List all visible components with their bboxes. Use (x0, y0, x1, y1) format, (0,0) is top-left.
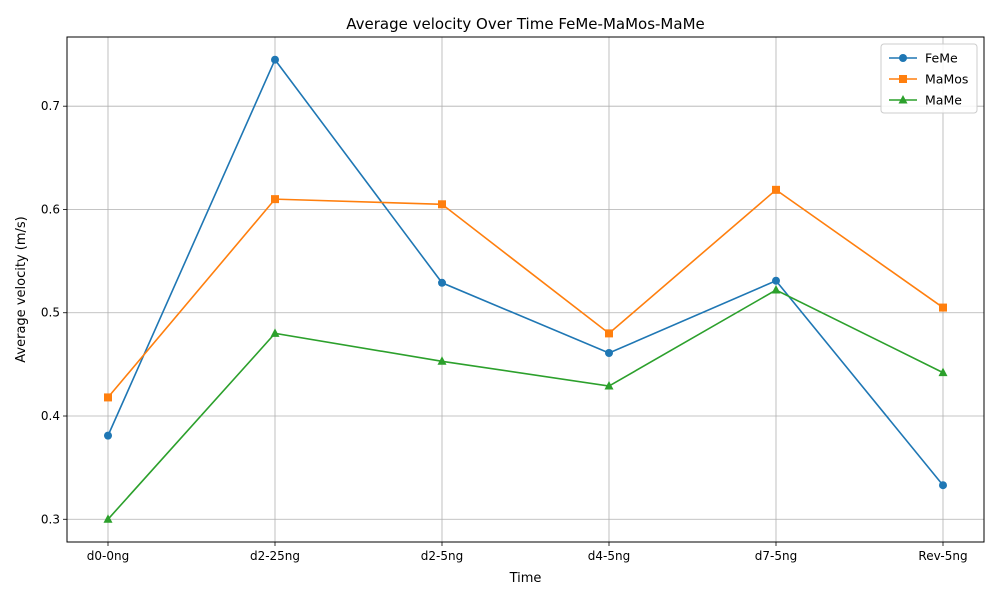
data-point-feme (438, 278, 446, 287)
series-mamos (104, 185, 947, 402)
data-point-mamos (104, 393, 112, 402)
x-axis-label: Time (509, 571, 542, 586)
series-mame (103, 285, 948, 523)
data-point-mame (270, 328, 280, 337)
plot-area-frame (66, 36, 985, 543)
series-line-feme (107, 58, 944, 486)
x-tick-label: d4-5ng (588, 549, 630, 563)
y-tick-label: 0.3 (41, 512, 60, 526)
data-point-mamos (772, 185, 780, 194)
legend-entry-feme: FeMe (889, 51, 958, 66)
x-tick-label: d0-0ng (87, 549, 129, 563)
y-tick-label: 0.6 (41, 202, 60, 216)
legend-label-mame: MaMe (925, 93, 962, 108)
data-point-mame (437, 356, 447, 365)
legend-label-feme: FeMe (925, 51, 958, 66)
data-point-mamos (271, 195, 279, 204)
x-tick-label: d7-5ng (755, 549, 797, 563)
data-point-feme (605, 349, 613, 358)
legend-entry-mame: MaMe (889, 93, 962, 108)
y-tick-label: 0.5 (41, 306, 60, 320)
legend-marker-mamos (899, 75, 907, 83)
x-tick-label: Rev-5ng (918, 549, 967, 563)
legend-marker-feme (899, 54, 907, 62)
data-point-mamos (939, 303, 947, 312)
data-point-mame (771, 285, 781, 294)
legend-entry-mamos: MaMos (889, 72, 968, 87)
y-tick-label: 0.4 (41, 409, 60, 423)
data-point-mame (604, 381, 614, 390)
data-point-mame (103, 514, 113, 523)
series-layer (103, 55, 948, 523)
series-line-mame (107, 289, 944, 520)
legend-marker-mame (898, 95, 908, 104)
data-point-mamos (605, 329, 613, 338)
legend: FeMe MaMos MaMe (880, 43, 978, 114)
tick-layer: d0-0ng d2-25ng d2-5ng d4-5ng d7-5ng Rev-5ng 0.… (41, 99, 968, 563)
chart-title: Average velocity Over Time FeMe-MaMos-Ma… (346, 15, 704, 33)
data-point-mame (938, 367, 948, 377)
data-point-feme (939, 481, 947, 490)
series-feme (104, 55, 947, 490)
data-point-feme (104, 431, 112, 440)
data-point-feme (772, 276, 780, 285)
y-tick-label: 0.7 (41, 99, 60, 113)
data-point-feme (271, 55, 279, 64)
y-axis-label: Average velocity (m/s) (14, 216, 29, 362)
data-point-mamos (438, 200, 446, 209)
x-tick-label: d2-25ng (250, 549, 300, 563)
legend-label-mamos: MaMos (925, 72, 968, 87)
x-tick-label: d2-5ng (421, 549, 463, 563)
grid-layer (67, 37, 984, 542)
series-line-mamos (107, 188, 944, 398)
